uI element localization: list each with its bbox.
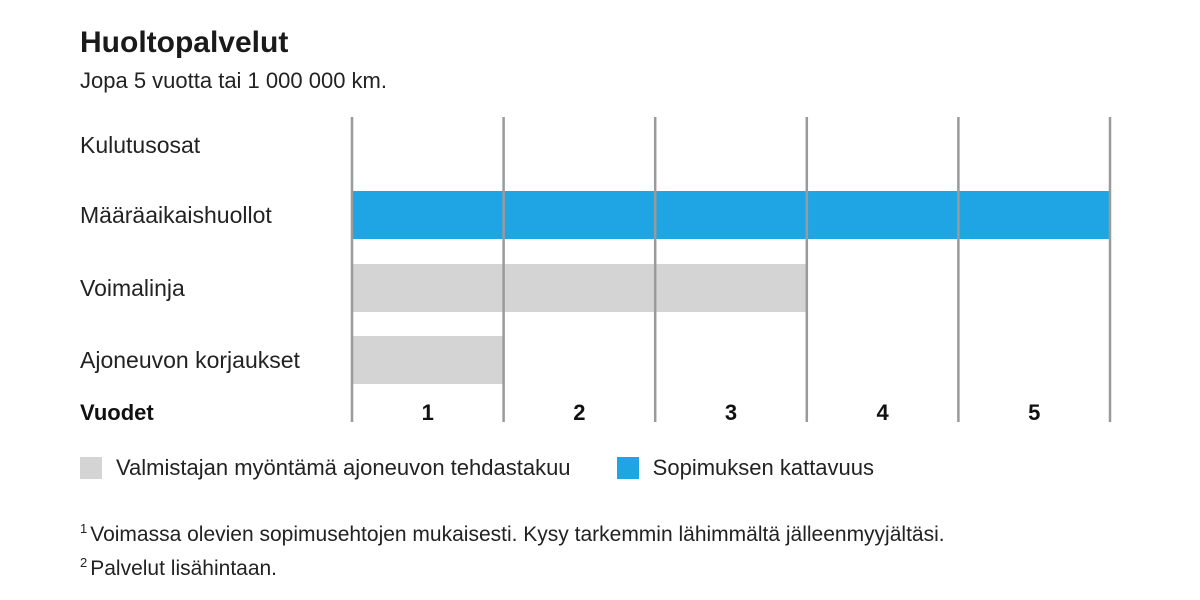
footnote-marker: 2 <box>80 555 88 570</box>
row-label: Kulutusosat <box>80 132 201 158</box>
bar-factory-warranty-3 <box>352 336 504 384</box>
bar-factory-warranty-2 <box>352 264 807 312</box>
legend: Valmistajan myöntämä ajoneuvon tehdastak… <box>80 455 914 485</box>
legend-item-contract-coverage: Sopimuksen kattavuus <box>616 455 875 481</box>
tick-label: 3 <box>725 400 737 425</box>
tick-label: 2 <box>573 400 585 425</box>
footnote-2: 2 Palvelut lisähintaan. <box>80 549 945 583</box>
chart-subtitle: Jopa 5 vuotta tai 1 000 000 km. <box>80 68 387 93</box>
legend-item-factory-warranty: Valmistajan myöntämä ajoneuvon tehdastak… <box>80 455 571 481</box>
tick-label: 4 <box>876 400 889 425</box>
legend-swatch-contract-coverage <box>616 457 639 479</box>
legend-swatch-factory-warranty <box>80 457 102 479</box>
footnote-marker: 1 <box>80 521 88 536</box>
tick-label: 5 <box>1028 400 1040 425</box>
chart-svg: Kulutusosat Määräaikaishuollot Voimalinja A… <box>80 117 1112 425</box>
row-label: Voimalinja <box>80 275 185 301</box>
legend-label-factory-warranty: Valmistajan myöntämä ajoneuvon tehdastak… <box>116 455 571 480</box>
footnote-1: 1 Voimassa olevien sopimusehtojen mukaise… <box>80 515 945 549</box>
footnotes: 1 Voimassa olevien sopimusehtojen mukaise… <box>80 515 945 583</box>
footnote-text: Palvelut lisähintaan. <box>90 557 278 580</box>
legend-label-contract-coverage: Sopimuksen kattavuus <box>652 455 875 480</box>
row-label: Ajoneuvon korjaukset <box>80 347 301 373</box>
bar-contract-coverage-1 <box>352 191 1110 239</box>
tick-label: 1 <box>422 400 434 425</box>
x-axis-title: Vuodet <box>80 400 154 425</box>
row-label: Määräaikaishuollot <box>80 202 272 228</box>
chart-title: Huoltopalvelut <box>80 26 289 59</box>
footnote-text: Voimassa olevien sopimusehtojen mukaises… <box>90 523 945 546</box>
